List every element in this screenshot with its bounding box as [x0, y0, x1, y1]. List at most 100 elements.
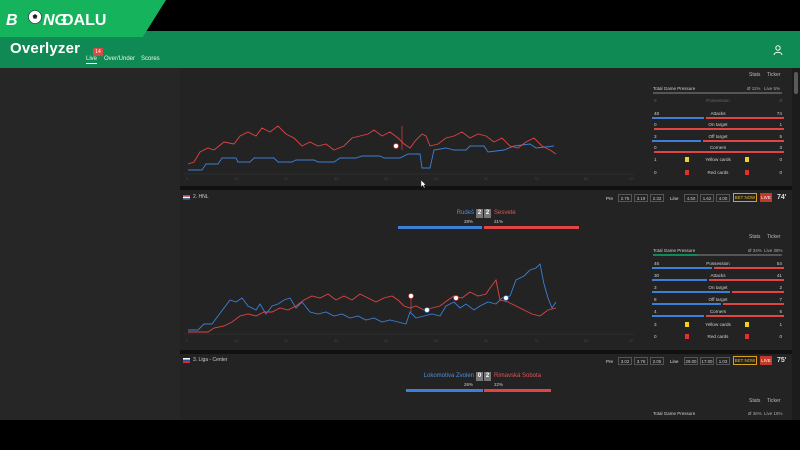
match1-x-tick: 10	[234, 176, 239, 181]
match3-home-pressure-bar	[406, 389, 483, 392]
match3-home-pct: 26%	[464, 382, 474, 387]
app-header: Overlyzer Live Over/Under Scores	[0, 31, 800, 68]
match2-home-pressure-bar	[398, 226, 482, 229]
match2-pressure-bar-rest	[698, 254, 782, 256]
match2-x-ticks: 0 10 20 30 40 50 60 70 80 90	[186, 338, 634, 343]
tab-over-under[interactable]: Over/Under	[104, 56, 136, 62]
red-card-icon	[745, 334, 749, 339]
match1-stat-on-target: 0 On target 1	[652, 122, 784, 130]
match3-odds-pre-label: Pre	[606, 359, 614, 364]
match1-x-tick: 80	[584, 176, 589, 181]
match3-pressure-live: Live 15%	[764, 411, 783, 416]
match1-x-tick: 70	[534, 176, 539, 181]
match3-odds-live-1[interactable]: 29.00	[684, 357, 698, 365]
match2-odds-pre-x[interactable]: 3.19	[634, 194, 648, 202]
match2-x-tick: 50	[434, 338, 439, 343]
match3-odds-pre-x[interactable]: 3.76	[634, 357, 648, 365]
match2-pressure-label: Total Game Pressure	[653, 248, 696, 253]
match2-home-team[interactable]: Rudeš	[456, 210, 474, 216]
match3-pressure-ratio: Ø 36%	[748, 411, 762, 416]
match2-home-score: 2	[476, 209, 483, 218]
match3-odds-pre-1[interactable]: 3.02	[618, 357, 632, 365]
match3-away-pressure-bar	[484, 389, 551, 392]
red-card-icon	[685, 334, 689, 339]
match2-away-goal-marker	[408, 293, 414, 299]
match1-x-tick: 0	[186, 176, 189, 181]
match-list	[180, 68, 792, 420]
match3-live-button[interactable]: LIVE	[760, 356, 772, 365]
mouse-cursor-icon	[421, 180, 427, 189]
croatia-flag-icon	[183, 195, 190, 200]
match2-live-button[interactable]: LIVE	[760, 193, 772, 202]
match3-odds-live-2[interactable]: 1.03	[716, 357, 730, 365]
match3-pressure-label: Total Game Pressure	[653, 411, 696, 416]
match2-x-tick: 30	[334, 338, 339, 343]
match-divider	[180, 186, 792, 190]
match2-odds-pre-label: Pre	[606, 196, 614, 201]
tab-scores[interactable]: Scores	[141, 56, 160, 62]
match1-pressure-live: Live 5%	[764, 86, 781, 91]
match2-x-tick: 90	[629, 338, 634, 343]
app-title: Overlyzer	[10, 40, 81, 57]
match2-odds-live-2[interactable]: 4.00	[716, 194, 730, 202]
bottom-black-bar	[0, 420, 800, 450]
match1-pressure-ratio: Ø 11%	[747, 86, 761, 91]
match2-away-team[interactable]: Sesvete	[494, 210, 516, 216]
match3-away-team[interactable]: Rimavská Sobota	[494, 373, 542, 379]
match3-away-pct: 22%	[494, 382, 504, 387]
yellow-card-icon	[685, 157, 689, 162]
match1-x-tick: 50	[434, 176, 439, 181]
match2-stats-tab[interactable]: Stats	[749, 234, 761, 240]
match2-x-tick: 80	[584, 338, 589, 343]
match2-stat-red-cards: 0 Red cards 0	[654, 334, 782, 339]
match3-stats-tab[interactable]: Stats	[749, 398, 761, 404]
match3-odds-live-x[interactable]: 17.00	[700, 357, 714, 365]
match1-pressure-bar	[653, 92, 782, 94]
match2-stat-attacks: 30 Attacks 41	[652, 273, 784, 281]
match3-minute: 75'	[777, 357, 787, 364]
match3-bet-now-button[interactable]: BET NOW	[733, 356, 757, 365]
match3-away-score: 2	[484, 372, 491, 381]
match2-away-pressure-bar	[484, 226, 579, 229]
match2-odds-live-x[interactable]: 1.62	[700, 194, 714, 202]
match2-odds-live-label: Line	[670, 196, 679, 201]
match2-x-tick: 70	[534, 338, 539, 343]
match2-ticker-tab[interactable]: Ticker	[767, 234, 781, 240]
match1-ticker-tab[interactable]: Ticker	[767, 72, 781, 78]
tab-live[interactable]: Live	[86, 56, 98, 64]
match3-odds-live-label: Line	[670, 359, 679, 364]
match2-league[interactable]: 2. HNL	[193, 194, 209, 200]
match2-away-score: 2	[484, 209, 491, 218]
match1-x-tick: 20	[284, 176, 289, 181]
match3-home-team[interactable]: Lokomotiva Zvolen	[423, 373, 474, 379]
match1-stat-off-target: 3 Off target 5	[652, 134, 784, 142]
match3-odds-pre-2[interactable]: 2.05	[650, 357, 664, 365]
match1-x-tick: 60	[484, 176, 489, 181]
match1-x-tick: 40	[384, 176, 389, 181]
match2-home-goal-marker	[424, 307, 430, 313]
scrollbar-thumb[interactable]	[794, 72, 798, 94]
match1-stats-tab[interactable]: Stats	[749, 72, 761, 78]
match1-stat-red-cards: 0 Red cards 0	[654, 170, 782, 175]
match2-odds-pre-2[interactable]: 2.32	[650, 194, 664, 202]
match2-odds-pre-1[interactable]: 2.75	[618, 194, 632, 202]
match3-ticker-tab[interactable]: Ticker	[767, 398, 781, 404]
match2-odds-live-1[interactable]: 4.50	[684, 194, 698, 202]
match2-x-tick: 40	[384, 338, 389, 343]
watermark-logo	[0, 0, 166, 37]
user-icon[interactable]	[772, 44, 784, 56]
soccer-ball-icon	[28, 10, 42, 24]
match1-pressure-label: Total Game Pressure	[653, 86, 696, 91]
match2-pressure-bar-home	[653, 254, 698, 256]
match2-bet-now-button[interactable]: BET NOW	[733, 193, 757, 202]
match3-league[interactable]: 3. Liga - Center	[193, 357, 228, 363]
scrollbar-track[interactable]	[792, 68, 800, 420]
match1-stat-yellow-cards: 1 Yellow cards 0	[654, 157, 782, 162]
match2-stat-off-target: 8 Off target 7	[652, 297, 784, 305]
match1-away-pressure-line	[187, 125, 557, 165]
match1-goal-marker	[393, 143, 399, 149]
match1-x-ticks: 0 10 20 30 40 50 60 70 80 90	[186, 176, 634, 181]
yellow-card-icon	[745, 157, 749, 162]
match2-pressure-ratio: Ø 34%	[748, 248, 762, 253]
match2-home-pressure-line	[188, 263, 557, 331]
